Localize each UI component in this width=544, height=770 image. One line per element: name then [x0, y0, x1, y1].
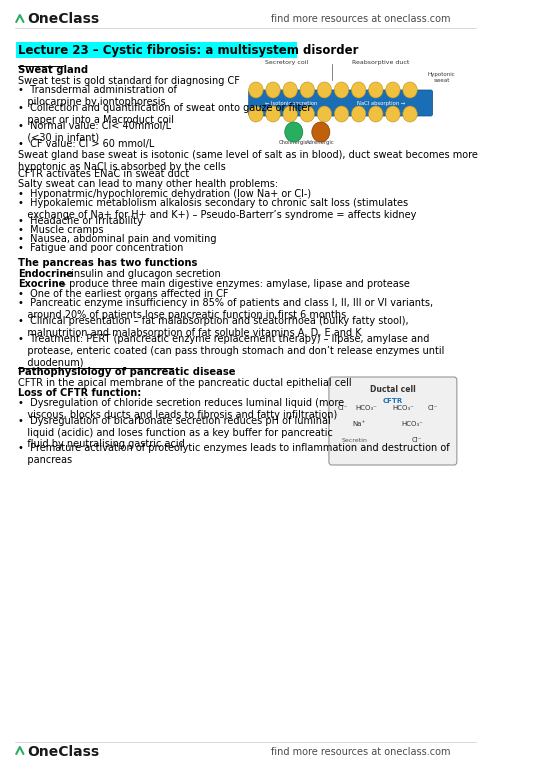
Circle shape — [386, 106, 400, 122]
Circle shape — [403, 82, 417, 98]
Text: Secretin: Secretin — [341, 438, 367, 443]
Text: •  Nausea, abdominal pain and vomiting: • Nausea, abdominal pain and vomiting — [18, 234, 217, 244]
Text: CFTR activates ENaC in sweat duct: CFTR activates ENaC in sweat duct — [18, 169, 189, 179]
Circle shape — [249, 106, 263, 122]
Text: •  One of the earliest organs affected in CF: • One of the earliest organs affected in… — [18, 289, 228, 299]
Text: Pathophysiology of pancreatic disease: Pathophysiology of pancreatic disease — [18, 367, 236, 377]
Text: •  Transdermal administration of
   pilocarpine by iontophoresis: • Transdermal administration of pilocarp… — [18, 85, 177, 106]
Circle shape — [369, 106, 383, 122]
Circle shape — [285, 122, 303, 142]
Text: NaCl absorption →: NaCl absorption → — [357, 101, 405, 105]
FancyBboxPatch shape — [249, 90, 432, 116]
Text: – produce three main digestive enzymes: amylase, lipase and protease: – produce three main digestive enzymes: … — [58, 279, 410, 289]
Text: Exocrine: Exocrine — [18, 279, 65, 289]
Circle shape — [312, 122, 330, 142]
Text: find more resources at oneclass.com: find more resources at oneclass.com — [271, 14, 450, 24]
Text: •  Headache or irritability: • Headache or irritability — [18, 216, 143, 226]
Text: HCO₃⁻: HCO₃⁻ — [355, 405, 377, 411]
Text: •  Hypokalemic metablolism alkalosis secondary to chronic salt loss (stimulates
: • Hypokalemic metablolism alkalosis seco… — [18, 198, 416, 219]
Text: •  Premature activation of proteolytic enzymes leads to inflammation and destruc: • Premature activation of proteolytic en… — [18, 443, 450, 464]
Text: •  Muscle cramps: • Muscle cramps — [18, 225, 103, 235]
Text: •  CF value: Cl > 60 mmol/L: • CF value: Cl > 60 mmol/L — [18, 139, 154, 149]
Circle shape — [249, 82, 263, 98]
Text: Loss of CFTR function:: Loss of CFTR function: — [18, 388, 141, 398]
Text: Cl⁻: Cl⁻ — [337, 405, 348, 411]
Text: ← Isotonic secretion: ← Isotonic secretion — [265, 101, 317, 105]
Circle shape — [283, 106, 298, 122]
Text: CFTR in the apical membrane of the pancreatic ductal epithelial cell: CFTR in the apical membrane of the pancr… — [18, 378, 351, 388]
Text: Adrenergic: Adrenergic — [306, 140, 335, 145]
Circle shape — [369, 82, 383, 98]
Circle shape — [335, 82, 349, 98]
Text: CFTR: CFTR — [383, 398, 403, 404]
Text: Salty sweat can lead to many other health problems:: Salty sweat can lead to many other healt… — [18, 179, 278, 189]
FancyBboxPatch shape — [16, 42, 298, 58]
Circle shape — [300, 106, 314, 122]
Circle shape — [266, 82, 280, 98]
Text: •  Pancreatic enzyme insufficiency in 85% of patients and class I, II, III or VI: • Pancreatic enzyme insufficiency in 85%… — [18, 298, 433, 320]
Text: Cl⁻: Cl⁻ — [412, 437, 423, 443]
Text: Reabsorptive duct: Reabsorptive duct — [353, 60, 410, 65]
Text: •  Normal value: Cl< 40mmol/L
   (<30 in infant): • Normal value: Cl< 40mmol/L (<30 in inf… — [18, 121, 171, 142]
Text: •  Collection and quantification of sweat onto gauze or filter
   paper or into : • Collection and quantification of sweat… — [18, 103, 311, 125]
Circle shape — [283, 82, 298, 98]
Text: Hypotonic
sweat: Hypotonic sweat — [428, 72, 455, 83]
Text: Cl⁻: Cl⁻ — [427, 405, 438, 411]
Text: Sweat gland: Sweat gland — [18, 65, 88, 75]
Text: Ductal cell: Ductal cell — [370, 385, 416, 394]
Text: Cholinergic: Cholinergic — [279, 140, 308, 145]
Circle shape — [351, 82, 366, 98]
Text: Secretory coil: Secretory coil — [265, 60, 308, 65]
Text: •  Hyponatrmic/hypochloremic dehydration (low Na+ or Cl-): • Hyponatrmic/hypochloremic dehydration … — [18, 189, 311, 199]
Text: Sweat test is gold standard for diagnosing CF: Sweat test is gold standard for diagnosi… — [18, 76, 240, 86]
Circle shape — [300, 82, 314, 98]
Circle shape — [317, 106, 332, 122]
Text: •  Treatment: PERT (pancreatic enzyme replacement therapy) – lipase, amylase and: • Treatment: PERT (pancreatic enzyme rep… — [18, 334, 444, 367]
Text: – insulin and glucagon secretion: – insulin and glucagon secretion — [60, 269, 221, 279]
Circle shape — [266, 106, 280, 122]
Text: Na⁺: Na⁺ — [352, 421, 365, 427]
Text: OneClass: OneClass — [27, 745, 99, 759]
Text: •  Fatigue and poor concentration: • Fatigue and poor concentration — [18, 243, 183, 253]
Text: Lecture 23 – Cystic fibrosis: a multisystem disorder: Lecture 23 – Cystic fibrosis: a multisys… — [18, 43, 358, 56]
Circle shape — [403, 106, 417, 122]
FancyBboxPatch shape — [329, 377, 457, 465]
Text: HCO₃⁻: HCO₃⁻ — [402, 421, 424, 427]
Text: •  Clinical presentation – fat malabsorption and steatorrhoea (bulky fatty stool: • Clinical presentation – fat malabsorpt… — [18, 316, 409, 337]
Text: OneClass: OneClass — [27, 12, 99, 26]
Text: •  Dysregulation of bicarbonate secretion reduces pH of luminal
   liquid (acidi: • Dysregulation of bicarbonate secretion… — [18, 416, 333, 449]
Text: The pancreas has two functions: The pancreas has two functions — [18, 258, 197, 268]
Circle shape — [335, 106, 349, 122]
Text: Sweat gland base sweat is isotonic (same level of salt as in blood), duct sweat : Sweat gland base sweat is isotonic (same… — [18, 150, 478, 172]
Circle shape — [386, 82, 400, 98]
Text: •  Dysregulation of chloride secretion reduces luminal liquid (more
   viscous, : • Dysregulation of chloride secretion re… — [18, 398, 344, 420]
Text: HCO₃⁻: HCO₃⁻ — [393, 405, 415, 411]
Circle shape — [351, 106, 366, 122]
Text: find more resources at oneclass.com: find more resources at oneclass.com — [271, 747, 450, 757]
Circle shape — [317, 82, 332, 98]
Text: Endocrine: Endocrine — [18, 269, 73, 279]
